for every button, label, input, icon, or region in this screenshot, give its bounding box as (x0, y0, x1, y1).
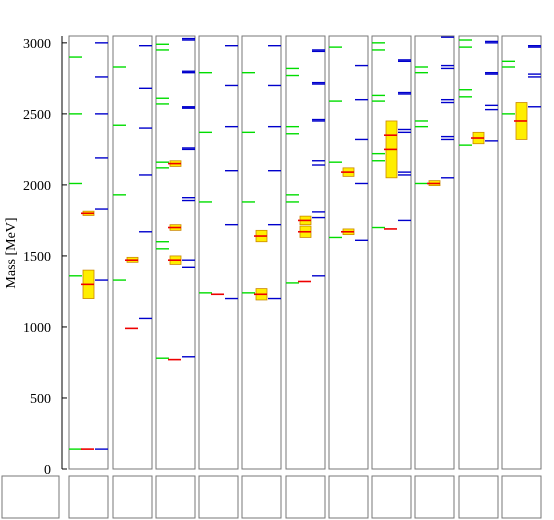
y-axis: 0 500 1000 1500 2000 2500 3000 (23, 36, 67, 478)
bottom-box-11 (501, 475, 542, 519)
column-2 (112, 35, 153, 470)
column-4 (198, 35, 239, 470)
bottom-box-4 (198, 475, 239, 519)
y-tick-label: 1500 (23, 250, 51, 265)
column-11 (501, 35, 542, 470)
bottom-box-10 (458, 475, 499, 519)
columns (68, 35, 542, 470)
column-frame (501, 35, 542, 470)
bottom-box-2 (112, 475, 153, 519)
column-frame (198, 35, 239, 470)
column-frame (285, 35, 326, 470)
y-tick-label: 2000 (23, 179, 51, 194)
y-tick-label: 3000 (23, 37, 51, 52)
y-tick-label: 2500 (23, 108, 51, 123)
column-7 (328, 35, 369, 470)
column-1 (68, 35, 109, 470)
column-frame (458, 35, 499, 470)
column-8 (371, 35, 412, 470)
column-10 (458, 35, 499, 470)
column-frame (241, 35, 282, 470)
bottom-box-7 (328, 475, 369, 519)
bottom-box-3 (155, 475, 196, 519)
bottom-box-5 (241, 475, 282, 519)
column-5 (241, 35, 282, 470)
column-9 (414, 35, 455, 470)
column-frame (68, 35, 109, 470)
column-frame (155, 35, 196, 470)
bottom-box-label (1, 475, 60, 519)
y-tick-label: 500 (30, 392, 51, 407)
bottom-box-8 (371, 475, 412, 519)
bottom-box-6 (285, 475, 326, 519)
y-axis-label: Mass [MeV] (4, 217, 19, 288)
y-tick-label: 1000 (23, 321, 51, 336)
column-frame (328, 35, 369, 470)
column-3 (155, 35, 196, 470)
bottom-box-1 (68, 475, 109, 519)
bottom-box-9 (414, 475, 455, 519)
column-frame (112, 35, 153, 470)
column-6 (285, 35, 326, 470)
bottom-boxes (1, 475, 542, 519)
column-frame (371, 35, 412, 470)
y-tick-label: 0 (44, 463, 51, 478)
column-frame (414, 35, 455, 470)
